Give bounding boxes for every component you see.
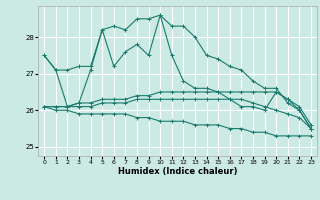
X-axis label: Humidex (Indice chaleur): Humidex (Indice chaleur)	[118, 167, 237, 176]
